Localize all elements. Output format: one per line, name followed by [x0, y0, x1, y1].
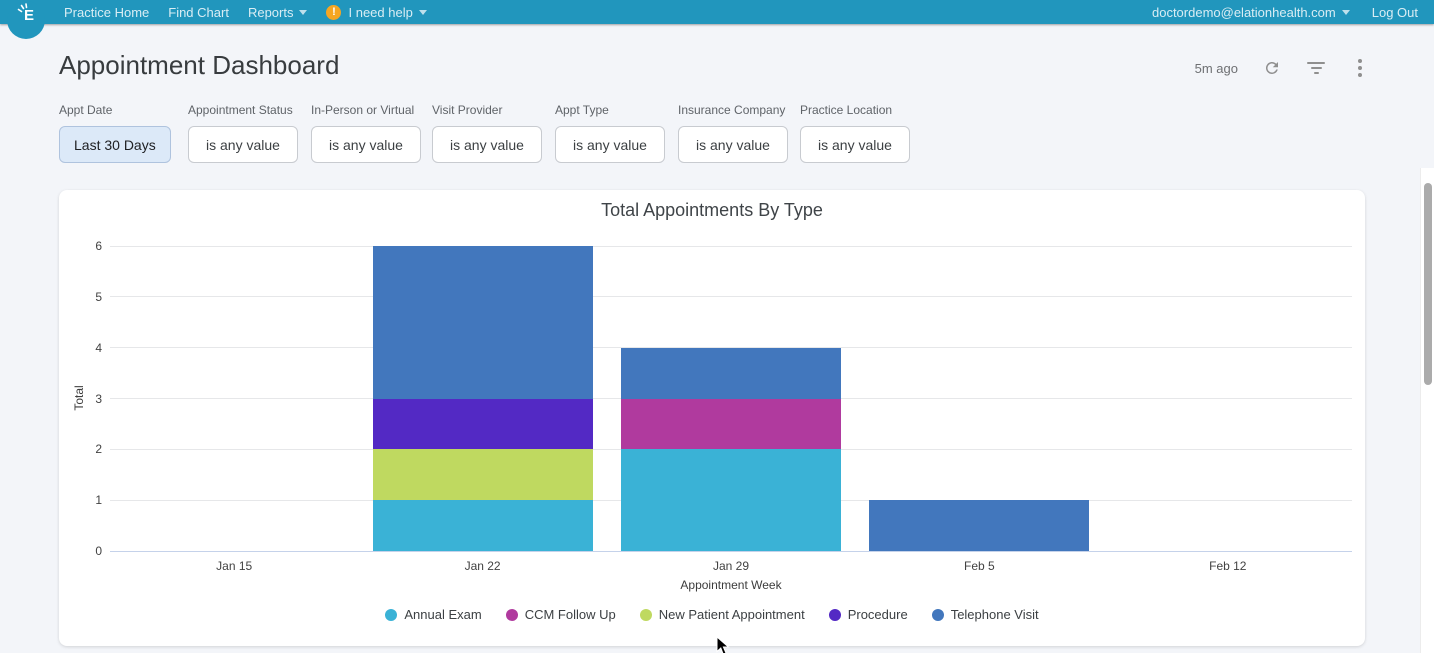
y-tick-label: 4: [95, 340, 102, 355]
bar-segment-annual-exam[interactable]: [621, 449, 841, 551]
filter-insurance-company: Insurance Company is any value: [678, 103, 788, 163]
legend-item[interactable]: Annual Exam: [385, 607, 482, 622]
gridline: [110, 296, 1352, 298]
filter-chip-appt-date[interactable]: Last 30 Days: [59, 126, 171, 163]
legend-label: Telephone Visit: [950, 607, 1039, 622]
legend-label: Procedure: [847, 607, 908, 622]
legend-swatch-icon: [385, 608, 398, 621]
filter-chip-appointment-status[interactable]: is any value: [188, 126, 298, 163]
legend-item[interactable]: CCM Follow Up: [505, 607, 616, 622]
nav-reports-menu[interactable]: Reports: [248, 5, 308, 20]
x-tick-label: Jan 29: [712, 559, 750, 573]
gridline: [110, 347, 1352, 349]
bar-segment-telephone-visit[interactable]: [372, 246, 593, 399]
bar-segment-procedure[interactable]: [372, 398, 593, 450]
navbar-right: doctordemo@elationhealth.com Log Out: [1152, 5, 1434, 20]
nav-find-chart[interactable]: Find Chart: [168, 4, 229, 20]
filter-label: Insurance Company: [678, 103, 786, 117]
page-title: Appointment Dashboard: [59, 50, 340, 80]
caret-down-icon: [299, 9, 308, 15]
legend-item[interactable]: Telephone Visit: [931, 607, 1039, 622]
x-tick-label: Jan 22: [464, 559, 501, 573]
filter-appt-date: Appt Date Last 30 Days: [59, 103, 171, 163]
mouse-cursor: [716, 635, 730, 653]
y-tick-label: 6: [95, 239, 102, 253]
filter-label: Visit Provider: [432, 103, 503, 117]
filter-label: Appt Date: [59, 103, 113, 117]
filter-practice-location: Practice Location is any value: [800, 103, 910, 163]
bar-segment-annual-exam[interactable]: [372, 500, 593, 551]
nav-reports-label: Reports: [247, 4, 294, 20]
filter-icon[interactable]: [1306, 58, 1326, 78]
filter-visit-provider: Visit Provider is any value: [432, 103, 542, 163]
legend-swatch-icon: [931, 608, 944, 621]
filter-label: Practice Location: [800, 103, 893, 117]
x-tick-label: Feb 12: [1209, 559, 1247, 573]
filter-in-person-or-virtual: In-Person or Virtual is any value: [311, 103, 421, 163]
navbar-left: Practice Home Find Chart Reports ! I nee…: [0, 4, 427, 20]
y-tick-label: 2: [95, 442, 102, 457]
filter-label: Appt Type: [555, 103, 609, 117]
gridline: [110, 550, 1352, 552]
y-tick-label: 5: [95, 289, 102, 304]
last-updated-text: 5m ago: [1194, 60, 1238, 76]
nav-help-menu[interactable]: ! I need help: [326, 4, 427, 20]
filter-label: Appointment Status: [188, 103, 293, 117]
filter-chip-insurance-company[interactable]: is any value: [678, 126, 788, 163]
x-axis-title: Appointment Week: [680, 578, 782, 592]
legend-swatch-icon: [505, 608, 518, 621]
plot-area: 0 1 2 3 4 5 6 Jan 15 Jan 22 Jan 29 Feb 5 Feb 12: [95, 239, 1352, 573]
refresh-icon[interactable]: [1262, 58, 1282, 78]
elation-logo[interactable]: E: [7, 1, 45, 39]
bar-segment-ccm-follow-up[interactable]: [621, 398, 841, 450]
caret-down-icon: [1341, 9, 1350, 15]
y-tick-label: 0: [95, 544, 102, 558]
filter-chip-visit-provider[interactable]: is any value: [432, 126, 542, 163]
legend-swatch-icon: [828, 608, 841, 621]
filter-appt-type: Appt Type is any value: [555, 103, 665, 163]
nav-help-label: I need help: [348, 4, 413, 20]
nav-practice-home[interactable]: Practice Home: [64, 4, 150, 20]
svg-text:E: E: [24, 7, 34, 24]
gridline: [110, 398, 1352, 399]
caret-down-icon: [418, 9, 427, 15]
legend-label: CCM Follow Up: [524, 607, 616, 622]
gridline: [110, 245, 1352, 247]
scrollbar-track[interactable]: [1420, 168, 1434, 653]
filter-appointment-status: Appointment Status is any value: [188, 103, 298, 163]
x-tick-label: Jan 15: [216, 559, 253, 573]
nav-account-menu[interactable]: doctordemo@elationhealth.com: [1152, 5, 1350, 20]
filter-chip-in-person-or-virtual[interactable]: is any value: [311, 126, 421, 163]
filter-chip-practice-location[interactable]: is any value: [800, 126, 910, 163]
filter-label: In-Person or Virtual: [311, 103, 415, 117]
legend-swatch-icon: [639, 608, 652, 621]
nav-logout[interactable]: Log Out: [1371, 4, 1418, 20]
legend-label: Annual Exam: [404, 607, 482, 622]
top-navbar: E Practice Home Find Chart Reports ! I n…: [0, 0, 1434, 39]
header-actions: 5m ago: [1195, 58, 1370, 78]
kebab-menu-icon[interactable]: [1350, 58, 1370, 78]
nav-account-email: doctordemo@elationhealth.com: [1151, 4, 1336, 20]
bar-segment-new-patient-appointment[interactable]: [372, 449, 593, 501]
scrollbar-thumb[interactable]: [1424, 183, 1432, 385]
legend-item[interactable]: New Patient Appointment: [639, 607, 805, 622]
bar-segment-telephone-visit[interactable]: [869, 500, 1090, 551]
y-tick-label: 3: [95, 391, 102, 406]
chart-legend: Annual Exam CCM Follow Up New Patient Appo…: [59, 607, 1365, 622]
legend-label: New Patient Appointment: [658, 607, 805, 622]
filter-chip-appt-type[interactable]: is any value: [555, 126, 665, 163]
elation-logo-icon: E: [17, 3, 34, 24]
x-tick-label: Feb 5: [964, 559, 995, 573]
legend-item[interactable]: Procedure: [828, 607, 908, 622]
y-tick-label: 1: [95, 493, 102, 508]
bar-segment-telephone-visit[interactable]: [621, 347, 841, 399]
chart-title: Total Appointments By Type: [601, 200, 823, 220]
alert-icon: !: [326, 4, 342, 20]
